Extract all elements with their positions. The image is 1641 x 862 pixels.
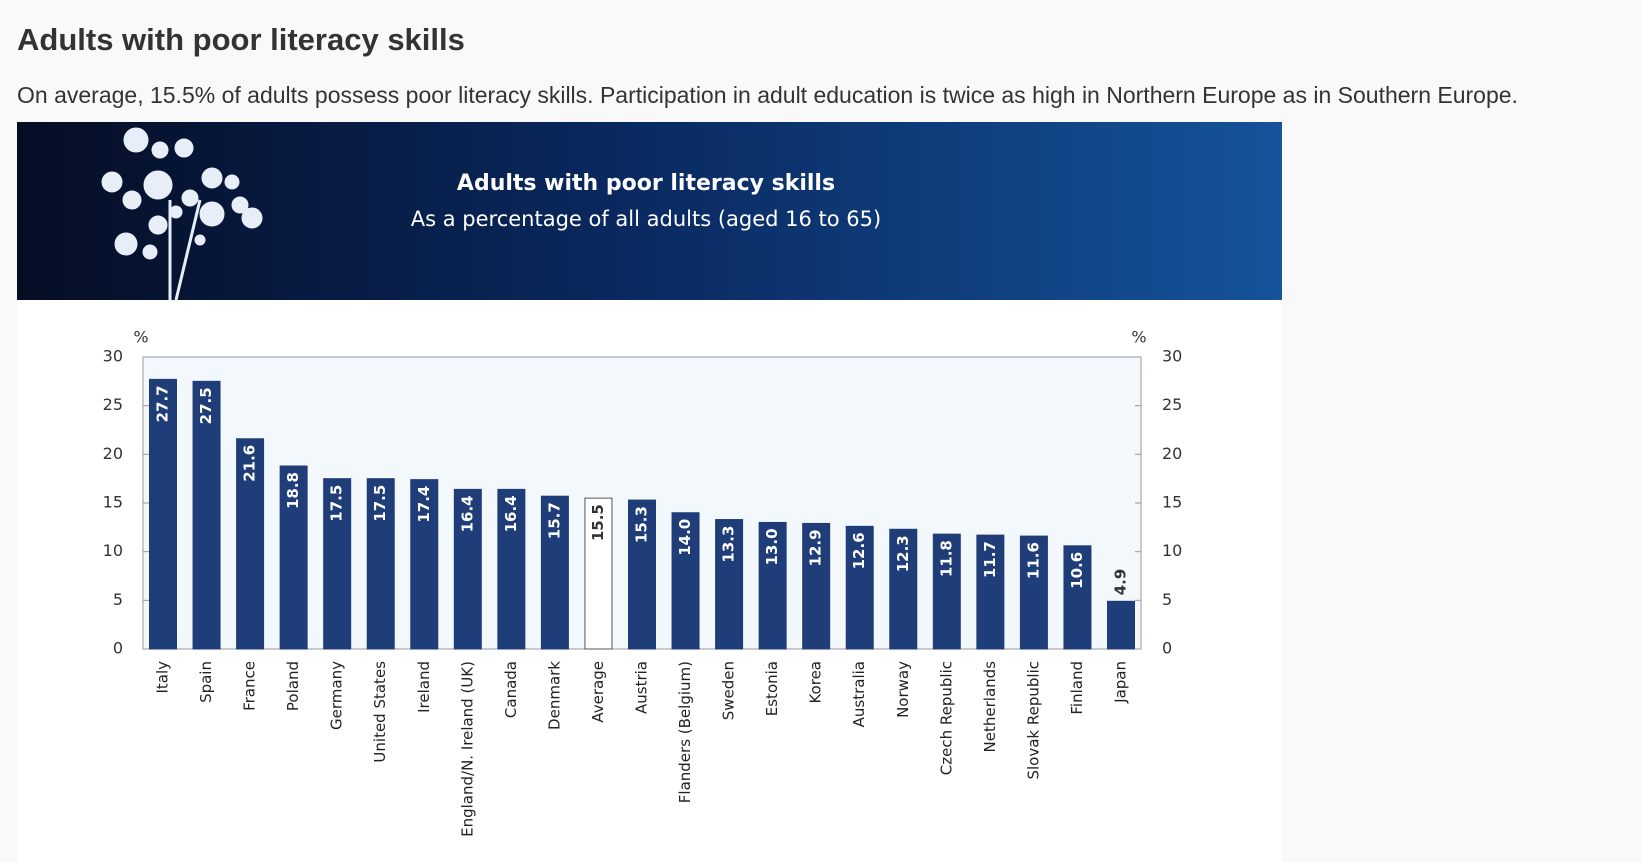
value-label: 11.7: [981, 541, 999, 578]
bar: [889, 528, 918, 650]
value-label: 11.6: [1024, 542, 1042, 579]
bar: [715, 519, 744, 650]
bar: [366, 478, 395, 650]
y-tick-label: 15: [103, 493, 123, 512]
value-label: 27.7: [154, 385, 172, 422]
y2-tick-label: 20: [1162, 444, 1182, 463]
value-label: 17.5: [371, 485, 389, 522]
value-label: 11.8: [937, 540, 955, 577]
bar: [976, 534, 1005, 650]
bar: [802, 522, 831, 650]
value-label: 13.0: [763, 528, 781, 565]
x-tick-label: Average: [589, 661, 607, 723]
x-tick-label: Czech Republic: [937, 661, 955, 775]
y-tick-label: 25: [103, 395, 123, 414]
x-tick-label: Ireland: [415, 661, 433, 713]
x-tick-label: Finland: [1068, 661, 1086, 715]
y-tick-label: 30: [103, 347, 123, 366]
y2-tick-label: 15: [1162, 493, 1182, 512]
bar: [540, 495, 569, 650]
value-label: 17.4: [415, 486, 433, 523]
bar: [236, 438, 265, 650]
x-tick-label: Sweden: [720, 661, 738, 720]
bar: [932, 533, 961, 650]
bar: [1107, 600, 1135, 650]
x-tick-label: Korea: [807, 661, 825, 704]
bar: [279, 465, 308, 650]
bar: [149, 378, 177, 650]
value-label: 15.5: [589, 504, 607, 541]
x-tick-label: Netherlands: [981, 661, 999, 753]
x-tick-label: Australia: [850, 661, 868, 727]
x-tick-label: Austria: [633, 661, 651, 714]
value-label: 17.5: [328, 485, 346, 522]
value-label: 16.4: [458, 495, 476, 532]
value-label: 27.5: [197, 387, 215, 424]
x-tick-label: Flanders (Belgium): [676, 661, 694, 803]
bar: [584, 497, 613, 650]
value-label: 10.6: [1068, 552, 1086, 589]
bar: [410, 479, 439, 650]
x-tick-label: England/N. Ireland (UK): [458, 661, 476, 837]
bar: [671, 512, 700, 650]
x-tick-label: Germany: [328, 661, 346, 730]
x-tick-label: Canada: [502, 661, 520, 718]
y-tick-label: 10: [103, 541, 123, 560]
x-tick-label: Japan: [1112, 661, 1130, 704]
y-tick-label: 20: [103, 444, 123, 463]
value-label: 12.6: [850, 532, 868, 569]
bar: [628, 499, 656, 650]
page-title: Adults with poor literacy skills: [17, 22, 465, 57]
value-label: 14.0: [676, 519, 694, 556]
y2-unit: %: [1131, 328, 1146, 347]
value-label: 15.7: [545, 502, 563, 539]
value-label: 18.8: [284, 472, 302, 509]
value-label: 12.3: [894, 535, 912, 572]
bar: [497, 488, 526, 650]
y2-tick-label: 10: [1162, 541, 1182, 560]
x-tick-label: Denmark: [545, 661, 563, 730]
x-tick-label: United States: [371, 661, 389, 763]
chart-title: Adults with poor literacy skills: [457, 171, 835, 196]
value-label: 4.9: [1112, 569, 1130, 596]
bar: [758, 521, 787, 650]
y2-tick-label: 5: [1162, 590, 1172, 609]
x-tick-label: Spain: [197, 661, 215, 703]
bar: [1019, 535, 1048, 650]
value-label: 12.9: [807, 529, 825, 566]
y2-tick-label: 30: [1162, 347, 1182, 366]
x-tick-label: Italy: [154, 661, 172, 694]
value-label: 13.3: [720, 526, 738, 563]
page-description: On average, 15.5% of adults possess poor…: [17, 82, 1518, 108]
bar: [323, 478, 352, 650]
y-tick-label: 5: [113, 590, 123, 609]
x-tick-label: Estonia: [763, 661, 781, 716]
value-label: 21.6: [241, 445, 259, 482]
bar: [845, 525, 874, 650]
x-tick-label: Poland: [284, 661, 302, 711]
chart-subtitle: As a percentage of all adults (aged 16 t…: [411, 207, 881, 231]
tree-icon: [101, 127, 263, 301]
y-unit: %: [133, 328, 148, 347]
banner: [17, 122, 1282, 300]
y2-tick-label: 0: [1162, 639, 1172, 658]
x-tick-label: Slovak Republic: [1024, 661, 1042, 780]
y2-tick-label: 25: [1162, 395, 1182, 414]
value-label: 16.4: [502, 495, 520, 532]
x-tick-label: France: [241, 661, 259, 711]
value-label: 15.3: [633, 506, 651, 543]
bar: [1063, 545, 1092, 650]
bar: [453, 488, 482, 650]
x-tick-label: Norway: [894, 661, 912, 718]
y-tick-label: 0: [113, 639, 123, 658]
bar: [192, 380, 221, 650]
